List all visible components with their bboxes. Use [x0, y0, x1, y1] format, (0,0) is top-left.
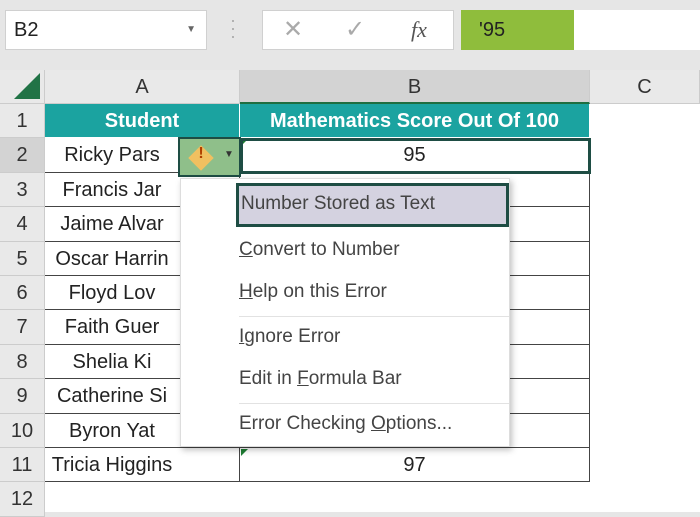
menu-title-number-stored-as-text: Number Stored as Text	[236, 183, 509, 227]
column-header-b[interactable]: B	[240, 70, 590, 104]
menu-item-text: gnore Error	[244, 326, 341, 347]
formula-buttons: ✕ ✓ fx	[262, 10, 454, 50]
cancel-icon[interactable]: ✕	[283, 16, 304, 43]
menu-separator	[239, 403, 509, 404]
chevron-down-icon[interactable]: ▼	[186, 24, 196, 35]
menu-item-text: I	[239, 326, 245, 347]
menu-item-text: Edit in	[239, 368, 298, 389]
row-header-5[interactable]: 5	[0, 241, 45, 276]
menu-separator	[239, 316, 509, 317]
row-header-3[interactable]: 3	[0, 172, 45, 208]
menu-item-text: ormula Bar	[308, 368, 402, 389]
column-header-a[interactable]: A	[45, 70, 240, 104]
menu-item-ignore-error[interactable]: Ignore Error	[239, 326, 340, 348]
formula-input[interactable]: '95	[461, 10, 700, 50]
row-header-2[interactable]: 2	[0, 138, 45, 173]
row-header-8[interactable]: 8	[0, 344, 45, 380]
chevron-down-icon: ▼	[224, 149, 234, 160]
student-cell[interactable]: Tricia Higgins	[45, 448, 240, 483]
error-check-button[interactable]: ! ▼	[178, 137, 241, 177]
header-cell-score[interactable]: Mathematics Score Out Of 100	[240, 104, 590, 139]
menu-item-text: C	[239, 239, 253, 260]
menu-item-text: H	[239, 281, 253, 302]
formula-value: '95	[461, 10, 574, 50]
score-cell[interactable]	[240, 413, 590, 448]
column-header-c[interactable]: C	[590, 70, 700, 104]
error-indicator-icon	[241, 139, 248, 147]
error-indicator-icon	[241, 449, 248, 456]
formula-bar: B2 ▼ · · · ✕ ✓ fx '95	[0, 0, 700, 66]
row-header-10[interactable]: 10	[0, 413, 45, 448]
menu-item-error-checking-options[interactable]: Error Checking Options...	[239, 413, 452, 435]
menu-item-text: O	[371, 413, 386, 434]
name-box-value: B2	[14, 19, 39, 41]
menu-item-text: elp on this Error	[252, 281, 387, 302]
row-header-4[interactable]: 4	[0, 207, 45, 242]
row-header-11[interactable]: 11	[0, 448, 45, 483]
header-cell-student[interactable]: Student	[45, 104, 240, 139]
menu-item-text: Error Checking	[239, 413, 371, 434]
row-header-1[interactable]: 1	[0, 104, 45, 139]
menu-item-convert-to-number[interactable]: Convert to Number	[239, 239, 400, 261]
select-all-button[interactable]	[0, 70, 45, 104]
spreadsheet-grid: A B C 1 2 3 4 5 6 7 8 9 10 11 12 Student Mathematics …	[0, 70, 700, 517]
row-header-6[interactable]: 6	[0, 276, 45, 311]
menu-item-text: onvert to Number	[252, 239, 400, 260]
drag-handle-icon[interactable]: · · ·	[230, 10, 236, 46]
score-cell[interactable]: 97	[240, 448, 590, 483]
insert-function-icon[interactable]: fx	[411, 17, 427, 42]
menu-item-help-on-this-error[interactable]: Help on this Error	[239, 281, 387, 303]
menu-item-text: ptions...	[385, 413, 453, 434]
exclamation-icon: !	[198, 145, 204, 162]
menu-item-edit-in-formula-bar[interactable]: Edit in Formula Bar	[239, 368, 402, 390]
selected-cell-b2	[240, 138, 591, 174]
name-box[interactable]: B2 ▼	[5, 10, 207, 50]
row-header-12[interactable]: 12	[0, 482, 45, 517]
row-header-9[interactable]: 9	[0, 379, 45, 414]
enter-icon[interactable]: ✓	[345, 16, 366, 43]
menu-item-text: F	[297, 368, 309, 389]
error-context-menu: Number Stored as Text Convert to Number H…	[180, 178, 510, 447]
row-header-7[interactable]: 7	[0, 310, 45, 345]
